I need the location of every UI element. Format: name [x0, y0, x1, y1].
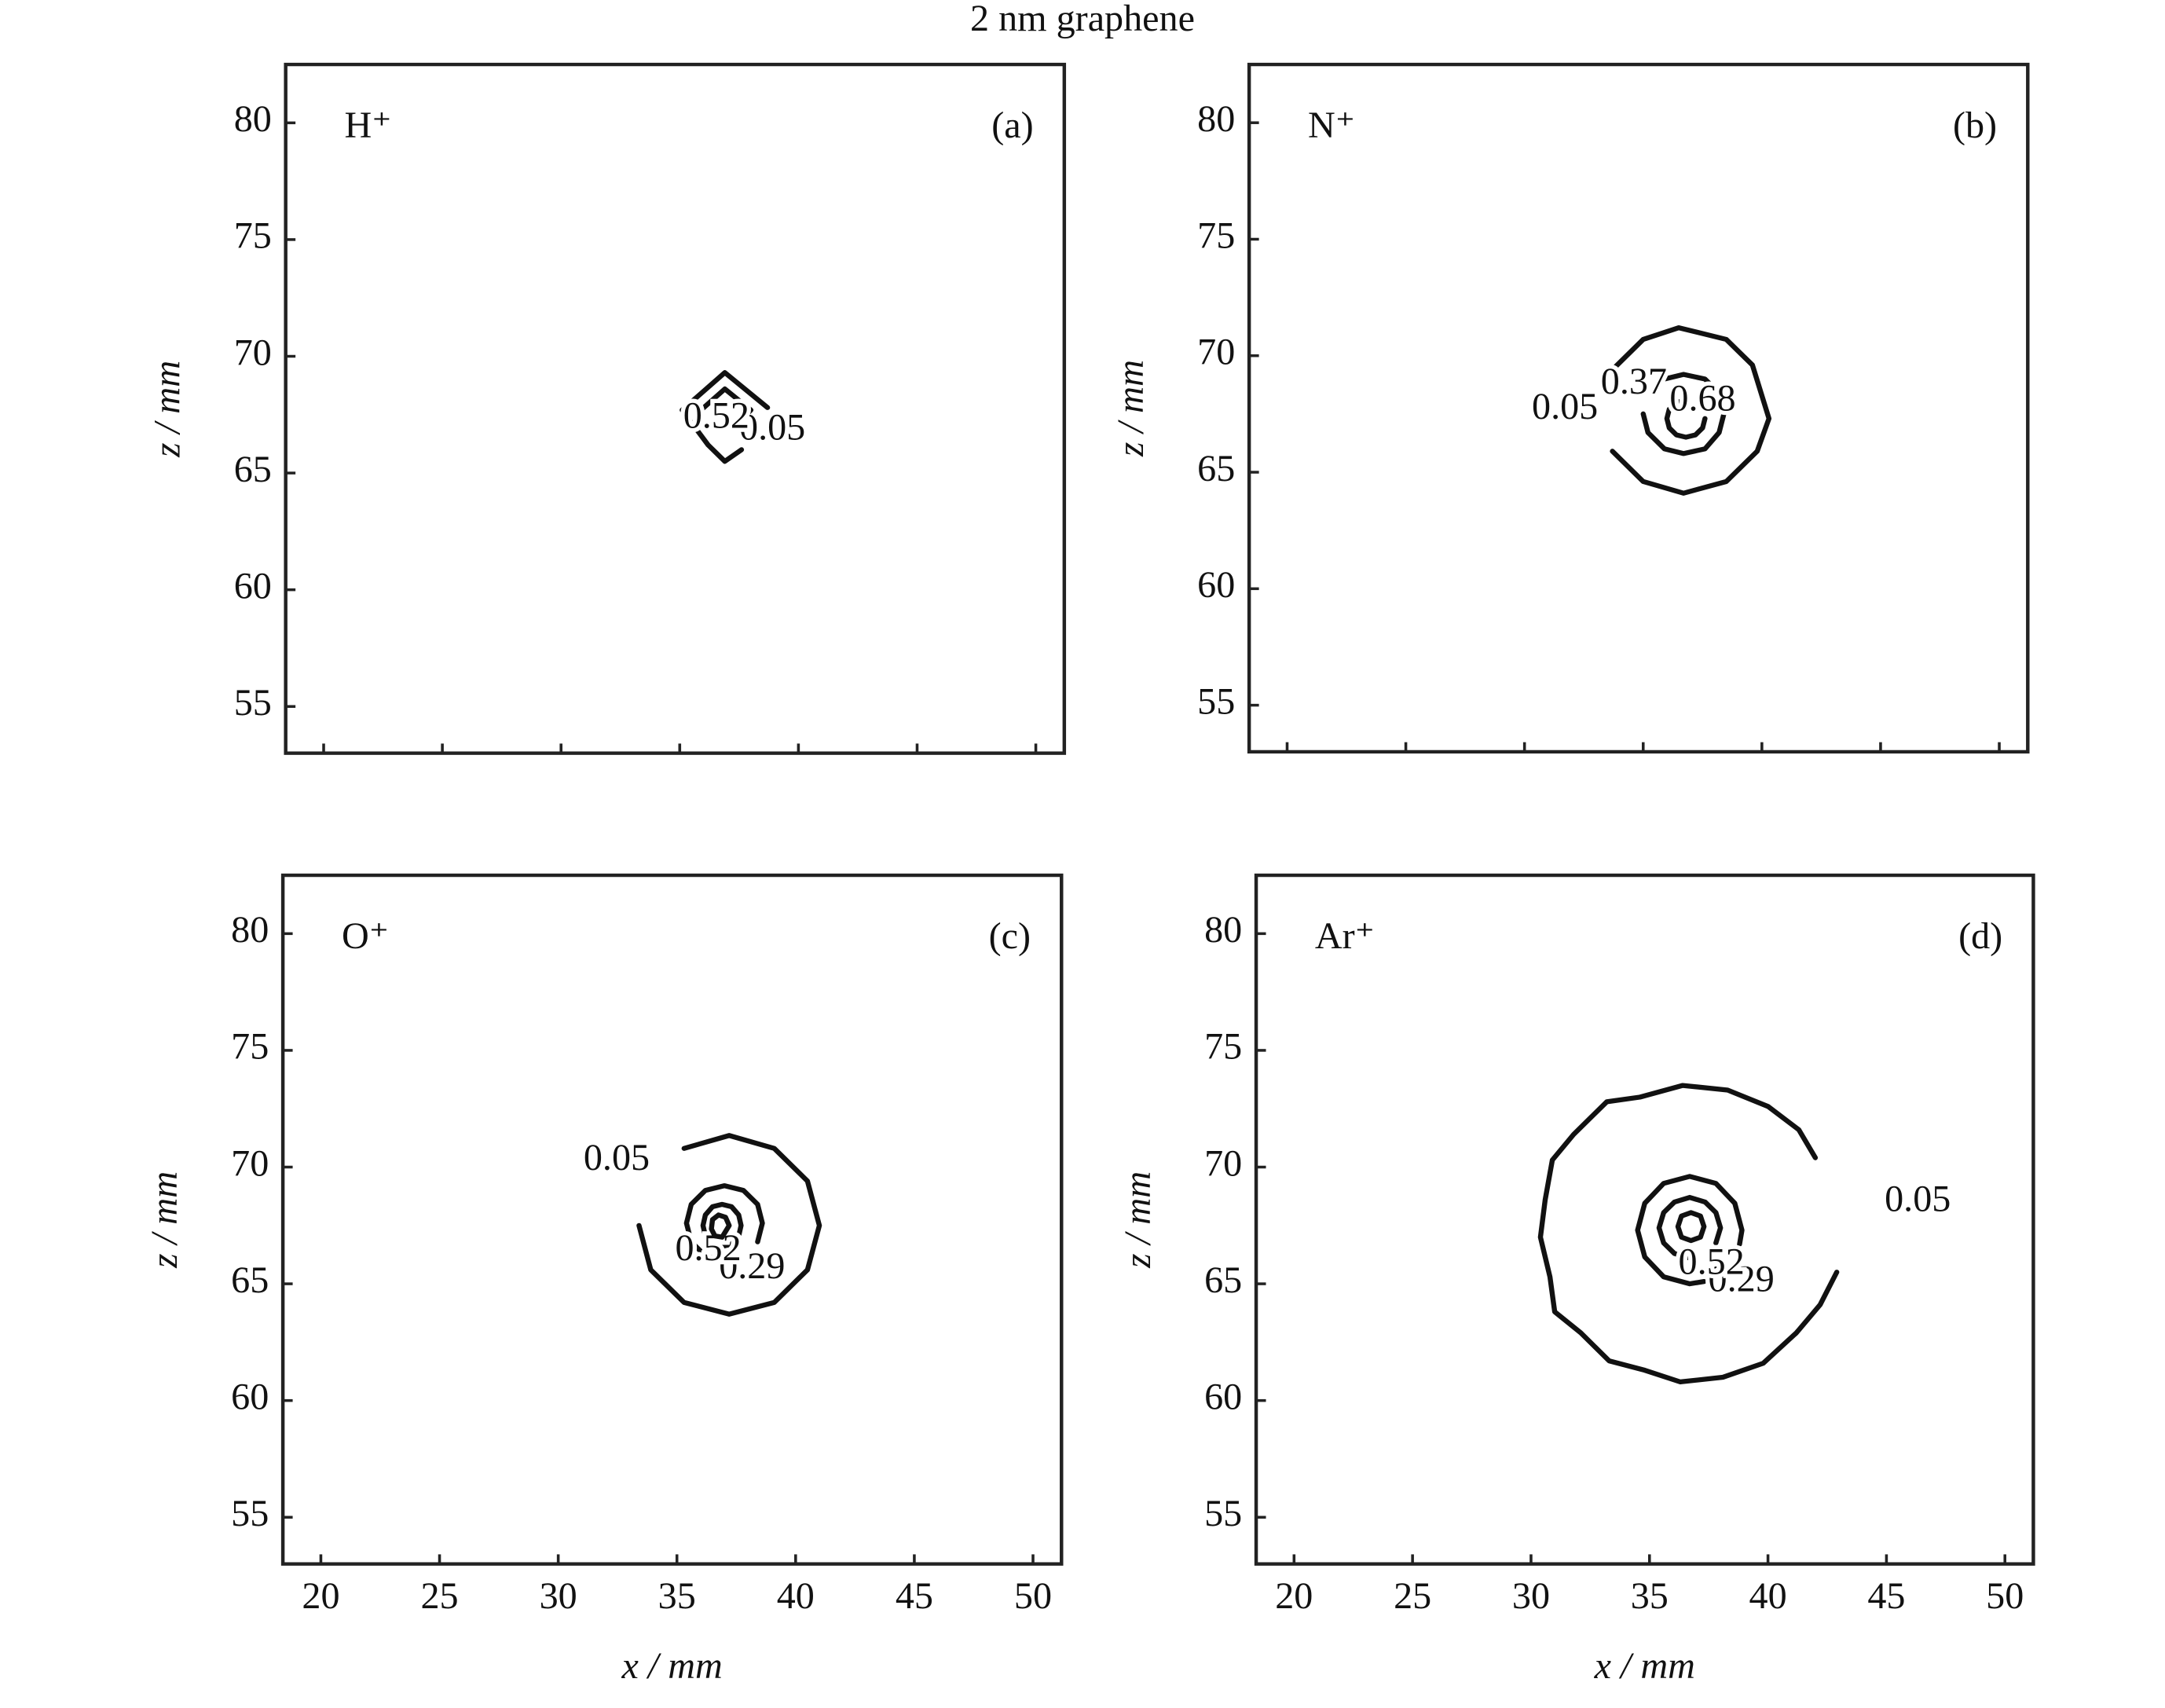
series-label: N⁺ [1308, 105, 1355, 145]
panel-label: (b) [1953, 105, 1997, 145]
y-tick-label: 65 [1204, 1260, 1242, 1300]
panel-label: (d) [1958, 916, 2002, 956]
plot-frame [1254, 873, 2035, 1566]
x-tick-label: 30 [1512, 1576, 1550, 1616]
contour-label: 0.29 [719, 1246, 785, 1286]
y-tick-label: 55 [1204, 1494, 1242, 1534]
contour-label: 0.52 [1679, 1242, 1745, 1282]
contour-label: 0.05 [1885, 1179, 1951, 1219]
contour-line [1610, 325, 1772, 496]
x-tick-label: 20 [1275, 1576, 1313, 1616]
contour-label: 0.05 [584, 1138, 650, 1178]
y-tick-label: 65 [231, 1260, 269, 1300]
y-tick-label: 65 [1197, 449, 1235, 489]
contour-label: 0.05 [739, 408, 805, 448]
contour-label: 0.52 [683, 396, 749, 436]
contour-line [1656, 1194, 1724, 1261]
x-tick-label: 50 [1014, 1576, 1052, 1616]
contour-label: 0.52 [675, 1228, 741, 1268]
contour-line [1635, 1174, 1745, 1287]
contour-line [709, 1212, 732, 1240]
y-tick-label: 60 [234, 566, 272, 607]
y-tick-label: 60 [231, 1377, 269, 1417]
y-tick-label: 70 [231, 1144, 269, 1184]
y-tick-label: 75 [1204, 1027, 1242, 1067]
y-axis-label: z / mm [145, 1171, 186, 1269]
x-tick-label: 45 [1867, 1576, 1905, 1616]
y-axis-label: z / mm [1111, 360, 1152, 457]
y-tick-label: 75 [231, 1027, 269, 1067]
y-tick-label: 70 [1204, 1144, 1242, 1184]
y-axis-label: z / mm [147, 361, 189, 458]
contour-line [1664, 398, 1708, 440]
panel-label: (c) [989, 916, 1031, 956]
contour-line [1675, 1210, 1707, 1244]
plot-frame [1247, 62, 2030, 754]
contour-label: 0.68 [1669, 379, 1735, 419]
x-tick-label: 45 [896, 1576, 933, 1616]
plot-frame [284, 62, 1067, 755]
panel: 55 60 65 70 75 80 N⁺ (b) z / mm 0.050.37 0.68 [1111, 62, 2030, 754]
figure-title: 2 nm graphene [970, 0, 1195, 39]
y-tick-label: 80 [234, 100, 272, 140]
series-label: H⁺ [345, 105, 392, 145]
plot-frame [280, 873, 1064, 1566]
x-tick-label: 30 [540, 1576, 577, 1616]
panel: 55 60 65 70 75 80 H⁺ (a) z / mm 0.050.52 [147, 62, 1067, 755]
contour-line [683, 1183, 765, 1263]
x-tick-label: 40 [1749, 1576, 1787, 1616]
contour-line [680, 370, 771, 464]
y-tick-label: 75 [1197, 216, 1235, 256]
contour-label: 0.37 [1601, 361, 1667, 401]
x-tick-label: 50 [1986, 1576, 2024, 1616]
y-axis-label: z / mm [1118, 1171, 1159, 1269]
x-tick-label: 25 [420, 1576, 458, 1616]
x-axis-label: x / mm [1594, 1646, 1695, 1686]
series-label: Ar⁺ [1315, 916, 1375, 956]
series-label: O⁺ [342, 916, 389, 956]
y-tick-label: 80 [1197, 99, 1235, 139]
y-tick-label: 65 [234, 449, 272, 489]
contour-label: 0.05 [1532, 387, 1598, 427]
y-tick-label: 70 [234, 333, 272, 373]
x-tick-label: 35 [658, 1576, 696, 1616]
contour-line [1640, 372, 1727, 456]
panel-label: (a) [991, 105, 1033, 145]
contour-line [636, 1133, 822, 1317]
contour-line [700, 1201, 744, 1249]
panel: 20 25 30 35 40 45 50 55 60 65 70 75 80 O⁺ (c) z / mm x /… [145, 873, 1064, 1687]
y-tick-label: 60 [1204, 1377, 1242, 1417]
panel: 20 25 30 35 40 45 50 55 60 65 70 75 80 Ar⁺ (d) z / mm x … [1118, 873, 2035, 1687]
y-tick-label: 55 [1197, 682, 1235, 722]
y-tick-label: 55 [234, 683, 272, 723]
x-tick-label: 35 [1631, 1576, 1669, 1616]
x-tick-label: 25 [1394, 1576, 1431, 1616]
x-tick-label: 40 [777, 1576, 815, 1616]
contour-label: 0.29 [1709, 1259, 1775, 1299]
contour-line [1537, 1083, 1840, 1385]
y-tick-label: 80 [1204, 911, 1242, 951]
x-axis-label: x / mm [621, 1646, 723, 1686]
contour-line [698, 386, 754, 422]
y-tick-label: 80 [231, 911, 269, 951]
y-tick-label: 70 [1197, 332, 1235, 372]
y-tick-label: 75 [234, 216, 272, 256]
y-tick-label: 60 [1197, 566, 1235, 606]
x-tick-label: 20 [302, 1576, 339, 1616]
y-tick-label: 55 [231, 1494, 269, 1534]
